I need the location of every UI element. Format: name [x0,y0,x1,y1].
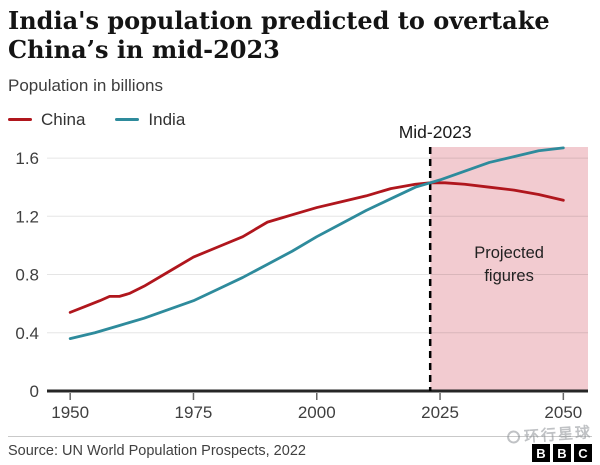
bbc-logo-letter: C [574,444,592,462]
y-axis-tick-label: 1.2 [15,207,39,226]
population-line-chart: 0 0.4 0.8 1.2 1.6 1950 1975 2000 2025 2050 Mid-202… [15,122,588,422]
x-axis-tick-label: 2000 [298,403,336,422]
india-line-swatch [115,117,140,122]
chart-footer: Source: UN World Population Prospects, 2… [8,436,592,462]
x-axis-tick-label: 1975 [175,403,213,422]
x-axis-tick-label: 2025 [421,403,459,422]
legend-label-china: China [41,109,86,129]
legend-label-india: India [148,109,186,129]
legend-item-india: India [115,110,185,130]
chart-subtitle: Population in billions [8,75,163,95]
legend-item-china: China [8,110,85,130]
title-line-2: China’s in mid-2023 [8,35,280,65]
title-line-1: India's population predicted to overtake [8,6,550,35]
chart-legend: China India [8,110,600,130]
x-axis-tick-label: 2050 [544,403,582,422]
x-axis-tick-label: 1950 [51,403,89,422]
china-line-swatch [8,117,32,122]
y-axis-tick-label: 0 [30,382,39,401]
bbc-logo-letter: B [532,444,550,462]
page-title: India's population predicted to overtake… [8,6,592,65]
mid-2023-label: Mid-2023 [399,122,472,142]
y-axis-tick-label: 1.6 [15,149,39,168]
y-axis-tick-label: 0.4 [15,324,39,343]
series-line-china [68,181,565,314]
source-note: Source: UN World Population Prospects, 2… [8,443,306,459]
bbc-logo: B B C [532,444,592,462]
chart-header: India's population predicted to overtake… [0,0,600,96]
projected-region [430,147,588,391]
series-line-india [68,146,565,340]
projected-figures-label: figures [484,267,534,285]
y-axis-tick-label: 0.8 [15,266,39,285]
projected-figures-label: Projected [474,244,544,262]
bbc-logo-letter: B [553,444,571,462]
